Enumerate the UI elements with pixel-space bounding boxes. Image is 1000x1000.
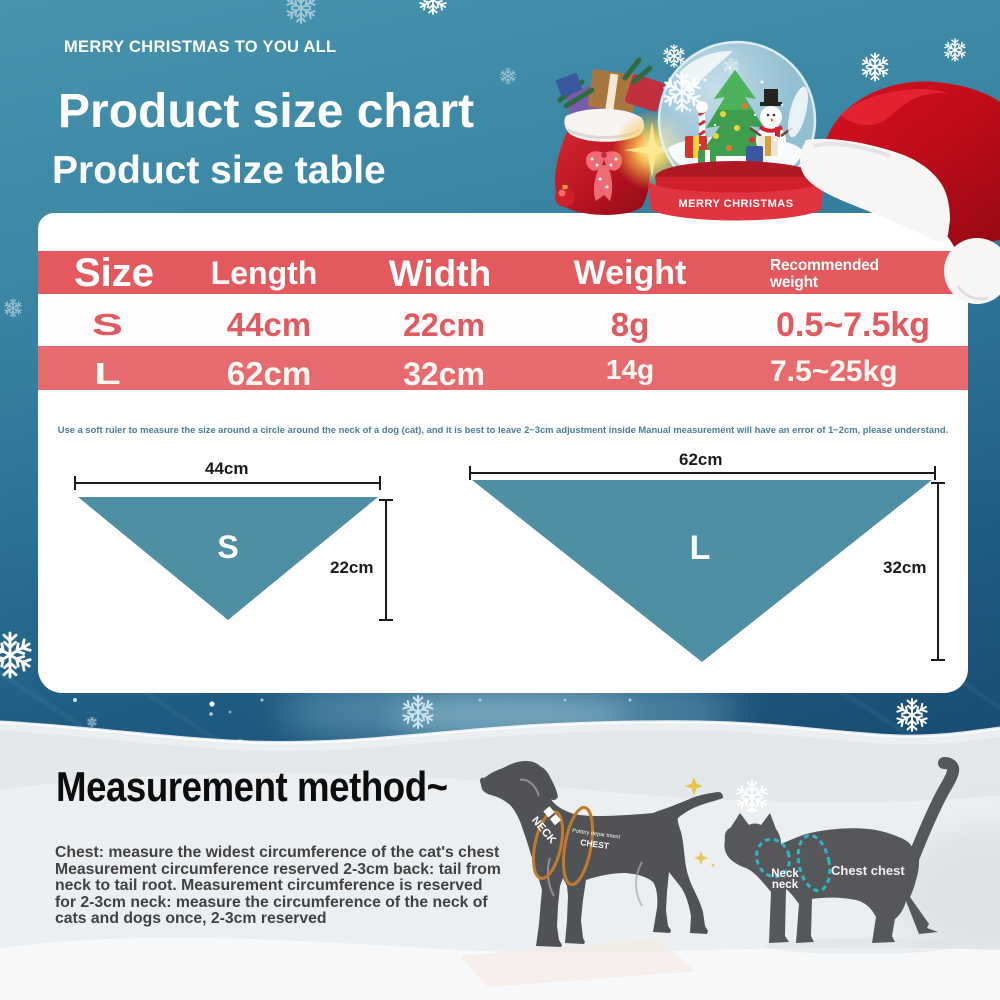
svg-text:neck: neck [772,879,799,891]
svg-text:Neck: Neck [771,868,799,880]
svg-text:MERRY CHRISTMAS: MERRY CHRISTMAS [678,198,793,210]
svg-text:CHEST: CHEST [580,837,611,851]
svg-text:Chest chest: Chest chest [831,863,905,878]
svg-text:L: L [690,529,711,567]
svg-text:S: S [217,529,238,565]
